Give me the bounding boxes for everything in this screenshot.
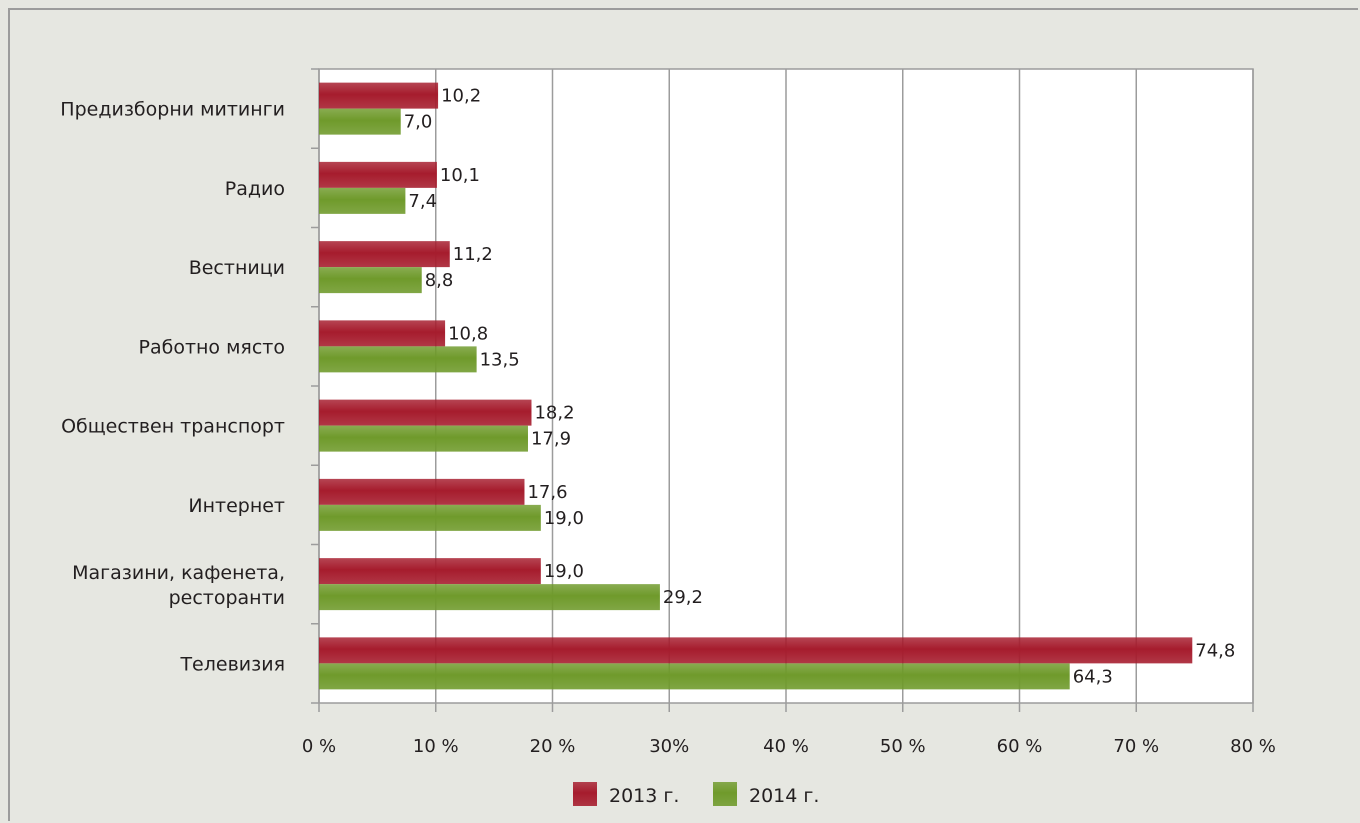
bar-series1 — [319, 558, 541, 585]
legend: 2013 г. 2014 г. — [573, 782, 819, 807]
value-label: 17,9 — [531, 429, 571, 450]
category-label: Интернет — [188, 495, 285, 517]
legend-swatch — [713, 782, 737, 806]
value-labels: 10,2 7,0 10,17,4 11,2 8,8 10,8 13,5 18,2 17,9 17,… — [404, 86, 1236, 688]
bar-series1 — [319, 637, 1193, 664]
bar-series2 — [319, 663, 1070, 690]
bar-series2 — [319, 267, 422, 294]
bar-series2 — [319, 425, 528, 452]
bar-series2 — [319, 346, 477, 373]
bar-series2 — [319, 187, 406, 214]
value-label: 11,2 — [453, 244, 493, 265]
x-tick-label: 80 % — [1230, 736, 1276, 757]
value-label: 74,8 — [1195, 640, 1235, 661]
category-label: Обществен транспорт — [61, 416, 285, 438]
value-label: 64,3 — [1073, 666, 1113, 687]
value-label: 29,2 — [663, 587, 703, 608]
category-label: Вестници — [189, 257, 285, 279]
legend-label: 2013 г. — [609, 785, 679, 807]
chart-frame — [8, 8, 1358, 821]
x-tick-label: 20 % — [530, 736, 576, 757]
bar-series1 — [319, 320, 446, 347]
value-label: 17,6 — [527, 482, 567, 503]
category-label: Радио — [225, 178, 285, 200]
bar-series2 — [319, 504, 541, 531]
value-label: 7,0 — [404, 112, 433, 133]
category-label: Магазини, кафенета, ресторанти — [72, 562, 285, 609]
bar-series1 — [319, 399, 532, 426]
value-label: 19,0 — [544, 561, 584, 582]
value-label: 19,0 — [544, 508, 584, 529]
value-label: 18,2 — [534, 403, 574, 424]
legend-label: 2014 г. — [749, 785, 819, 807]
legend-swatch — [573, 782, 597, 806]
bar-series1 — [319, 241, 450, 268]
x-tick-label: 40 % — [763, 736, 809, 757]
tick-labels: 0 % 10 % 20 % 30% 40 % 50 % 60 % 70 % 80 % — [302, 736, 1276, 757]
category-label: Предизборни митинги — [60, 99, 285, 121]
bar-series1 — [319, 82, 439, 109]
value-label: 8,8 — [425, 270, 454, 291]
value-label: 10,2 — [441, 86, 481, 107]
bar-series2 — [319, 108, 401, 135]
bars — [319, 82, 1193, 690]
x-tick-label: 50 % — [880, 736, 926, 757]
bar-series1 — [319, 161, 437, 188]
value-label: 7,4 — [408, 191, 437, 212]
x-tick-label: 10 % — [413, 736, 459, 757]
category-labels: Предизборни митинги Радио Вестници Работно … — [60, 99, 285, 676]
x-tick-label: 0 % — [302, 736, 336, 757]
bar-series2 — [319, 584, 660, 611]
axis — [311, 68, 1254, 712]
value-label: 13,5 — [480, 349, 520, 370]
category-label: Телевизия — [179, 653, 285, 675]
x-tick-label: 70 % — [1113, 736, 1159, 757]
value-label: 10,1 — [440, 165, 480, 186]
bar-series1 — [319, 478, 525, 505]
x-tick-label: 30% — [649, 736, 689, 757]
category-label: Работно място — [139, 336, 286, 358]
value-label: 10,8 — [448, 323, 488, 344]
x-tick-label: 60 % — [997, 736, 1043, 757]
